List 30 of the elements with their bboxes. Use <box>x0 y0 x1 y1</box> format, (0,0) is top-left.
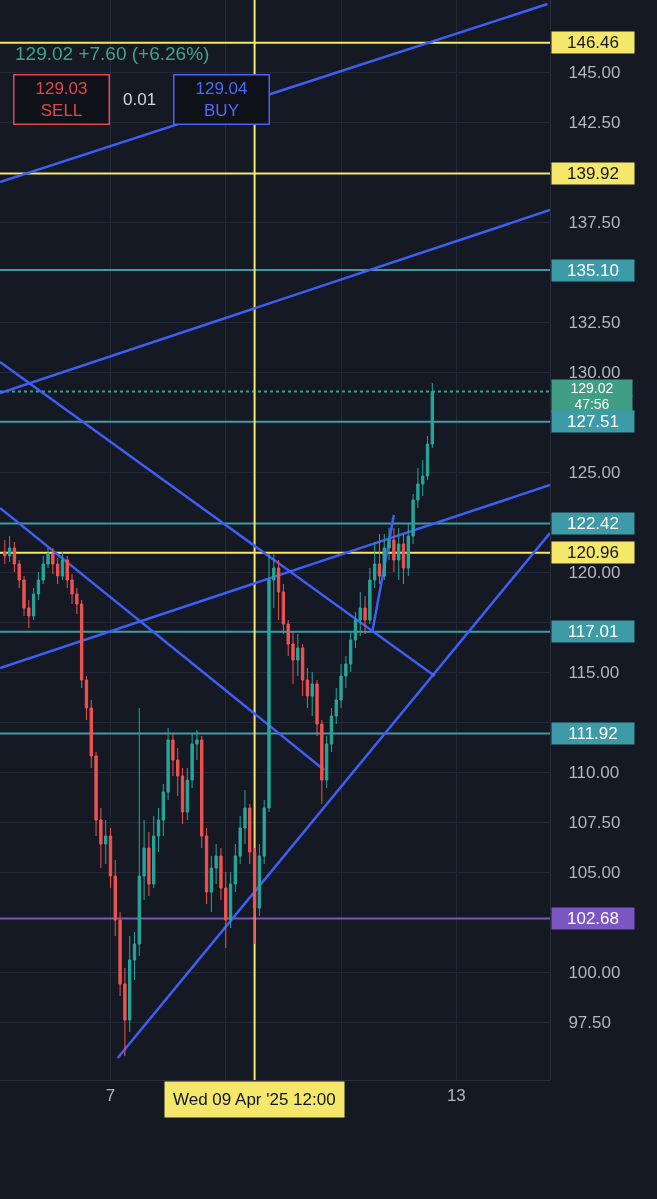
ref-line-label: 102.68 <box>567 909 619 928</box>
y-tick-label: 105.00 <box>568 862 621 882</box>
y-tick-label: 100.00 <box>568 962 621 982</box>
y-tick-label: 137.50 <box>568 212 621 232</box>
y-tick-label: 142.50 <box>568 112 621 132</box>
ref-line-label: 146.46 <box>567 33 619 52</box>
annotation: 0.01 <box>123 90 157 109</box>
y-tick-label: 120.00 <box>568 562 621 582</box>
y-tick-label: 115.00 <box>568 662 620 682</box>
y-tick-label: 132.50 <box>568 312 621 332</box>
ref-line-label: 127.51 <box>567 412 619 431</box>
x-tick-label: 7 <box>105 1086 116 1106</box>
y-tick-label: 110.00 <box>568 762 620 782</box>
y-tick-label: 130.00 <box>568 362 621 382</box>
ref-line-label: 122.42 <box>567 514 619 533</box>
ref-line-label: 129.02 47:56 <box>570 380 614 412</box>
text: 129.02 +7.60 (+6.26%) <box>15 42 210 64</box>
ref-line-label: 111.92 <box>568 724 618 743</box>
ref-line-label: 117.01 <box>567 622 619 641</box>
ref-line-label: 120.96 <box>567 543 619 562</box>
ref-line-label: 139.92 <box>567 164 619 183</box>
ref-line-label: Wed 09 Apr '25 12:00 <box>173 1090 336 1109</box>
y-tick-label: 145.00 <box>568 62 621 82</box>
annotation: 129.03 SELL <box>35 78 88 121</box>
x-tick-label: 13 <box>446 1086 466 1106</box>
y-tick-label: 97.50 <box>568 1012 611 1032</box>
y-tick-label: 125.00 <box>568 462 621 482</box>
ref-line-label: 135.10 <box>567 261 619 280</box>
annotation: 129.04 BUY <box>195 78 248 121</box>
y-tick-label: 107.50 <box>568 812 621 832</box>
